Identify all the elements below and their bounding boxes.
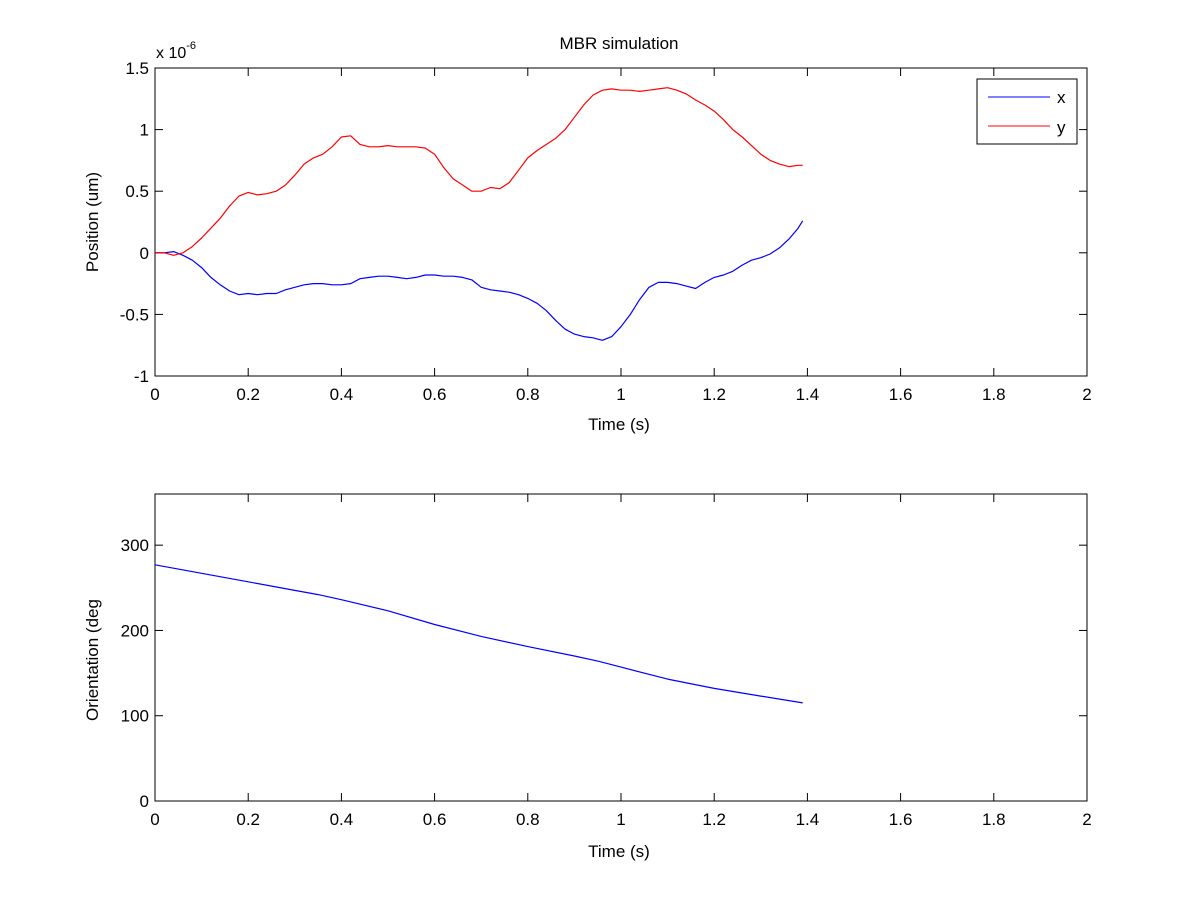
y-tick-label: 300	[121, 536, 149, 555]
chart-title: MBR simulation	[559, 34, 678, 53]
x-tick-label: 0.4	[330, 385, 354, 404]
y-axis-label: Orientation (deg	[83, 599, 102, 721]
x-tick-label: 0.6	[423, 385, 447, 404]
x-axis-label: Time (s)	[588, 415, 650, 434]
legend-label-y: y	[1057, 118, 1066, 137]
y-tick-label: 1.5	[125, 59, 149, 78]
position-series	[155, 87, 804, 341]
orientation-axes: Time (s) Orientation (deg 0 0.2 0.4 0.6 0.8 1…	[83, 493, 1092, 861]
orientation-plot-area	[154, 493, 1088, 802]
x-tick-label: 0.6	[423, 810, 447, 829]
y-axis-label: Position (um)	[83, 172, 102, 272]
x-tick-label: 1.6	[889, 385, 913, 404]
y-tick-label: 0.5	[125, 182, 149, 201]
series-line-y	[155, 87, 803, 256]
x-tick-label: 2	[1082, 810, 1091, 829]
series-line-x	[155, 220, 804, 341]
x-tick-label: 0.2	[236, 385, 260, 404]
position-plot-area	[154, 67, 1088, 377]
x-tick-label: 0.8	[516, 385, 540, 404]
y-tick-label: 0	[140, 792, 149, 811]
y-tick-label: 0	[140, 244, 149, 263]
x-tick-label: 0	[150, 385, 159, 404]
x-tick-label: 0.2	[236, 810, 260, 829]
legend: x y	[976, 78, 1078, 145]
y-tick-label: 100	[121, 707, 149, 726]
x-tick-label: 1.8	[982, 810, 1006, 829]
position-axes: MBR simulation x 10-6 Time (s) Position …	[83, 34, 1092, 434]
exponent-base: x 10	[156, 45, 186, 62]
orientation-series	[154, 564, 803, 704]
x-tick-label: 1	[616, 385, 625, 404]
x-tick-label: 0	[150, 810, 159, 829]
position-ticks: 0 0.2 0.4 0.6 0.8 1 1.2 1.4 1.6 1.8 2 -1 -0.5 0 0.5 1 1.…	[120, 59, 1092, 404]
x-tick-label: 1.6	[889, 810, 913, 829]
series-line-orientation	[154, 564, 803, 704]
y-tick-label: -0.5	[120, 305, 149, 324]
x-tick-label: 0.8	[516, 810, 540, 829]
y-tick-label: -1	[134, 367, 149, 386]
x-tick-label: 1.2	[702, 385, 726, 404]
orientation-ticks: 0 0.2 0.4 0.6 0.8 1 1.2 1.4 1.6 1.8 2 0 100 200 300	[121, 494, 1092, 829]
exponent-label: x 10-6	[156, 40, 196, 62]
x-tick-label: 1.8	[982, 385, 1006, 404]
x-tick-label: 2	[1082, 385, 1091, 404]
legend-label-x: x	[1057, 88, 1066, 107]
x-tick-label: 1.4	[796, 385, 820, 404]
x-tick-label: 1.2	[702, 810, 726, 829]
y-tick-label: 200	[121, 621, 149, 640]
x-tick-label: 1	[616, 810, 625, 829]
legend-box	[976, 78, 1078, 145]
y-tick-label: 1	[140, 121, 149, 140]
exponent-power: -6	[186, 40, 196, 52]
x-tick-label: 0.4	[330, 810, 354, 829]
x-tick-label: 1.4	[796, 810, 820, 829]
x-axis-label: Time (s)	[588, 842, 650, 861]
